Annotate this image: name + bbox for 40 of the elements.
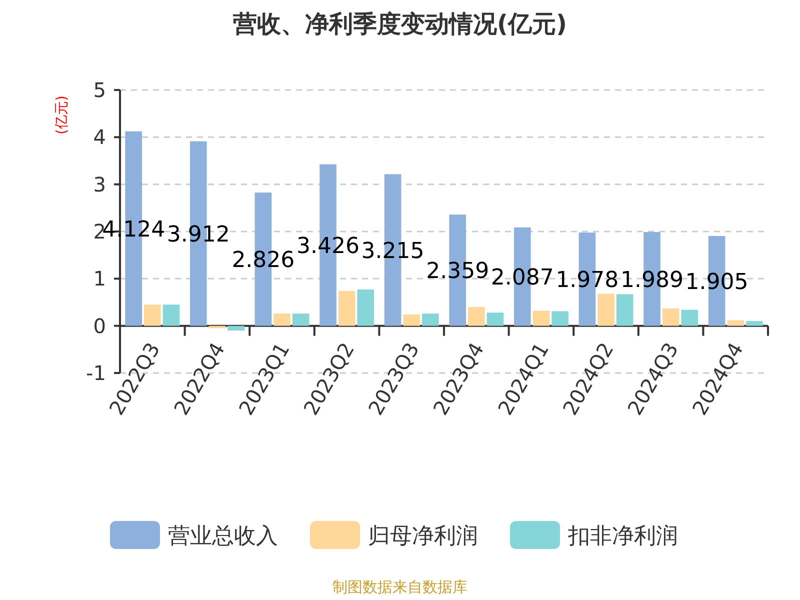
y-tick-label: 4 xyxy=(93,125,106,150)
bar xyxy=(552,311,568,326)
legend-label: 扣非净利润 xyxy=(567,524,678,549)
bar xyxy=(274,314,290,326)
bar xyxy=(532,310,550,326)
bar xyxy=(616,294,634,326)
bar xyxy=(228,326,244,331)
data-label: 1.905 xyxy=(685,270,748,295)
bar xyxy=(144,304,161,326)
data-label: 3.426 xyxy=(296,234,360,260)
data-label: 3.215 xyxy=(361,239,424,264)
y-tick-label: 3 xyxy=(93,172,106,196)
legend-label: 归母净利润 xyxy=(368,524,478,549)
bar xyxy=(486,312,504,326)
bar xyxy=(468,306,485,326)
chart-title: 营收、净利季度变动情况(亿元) xyxy=(232,10,567,38)
bar xyxy=(357,290,374,326)
y-tick-label: 5 xyxy=(93,78,106,102)
bar xyxy=(422,314,439,326)
bar xyxy=(746,321,763,326)
bar xyxy=(681,310,698,326)
bar xyxy=(338,290,356,326)
legend-label: 营业总收入 xyxy=(168,524,278,549)
data-label: 2.359 xyxy=(426,259,490,284)
y-axis-title: (亿元) xyxy=(54,96,70,134)
bar xyxy=(403,314,420,326)
y-tick-label: -1 xyxy=(86,361,106,385)
data-label: 2.826 xyxy=(232,248,295,274)
bar xyxy=(662,308,680,326)
text: 制图数据来自数据库 xyxy=(332,578,468,596)
y-tick-label: 0 xyxy=(93,314,106,338)
bar xyxy=(727,320,744,326)
data-label: 2.087 xyxy=(490,266,554,291)
data-label: 3.912 xyxy=(166,222,230,248)
bar xyxy=(598,294,614,326)
data-label: 1.989 xyxy=(620,268,684,293)
bar xyxy=(292,314,310,326)
bar xyxy=(162,304,180,326)
y-tick-label: 1 xyxy=(93,266,106,291)
data-label: 1.978 xyxy=(556,268,619,294)
